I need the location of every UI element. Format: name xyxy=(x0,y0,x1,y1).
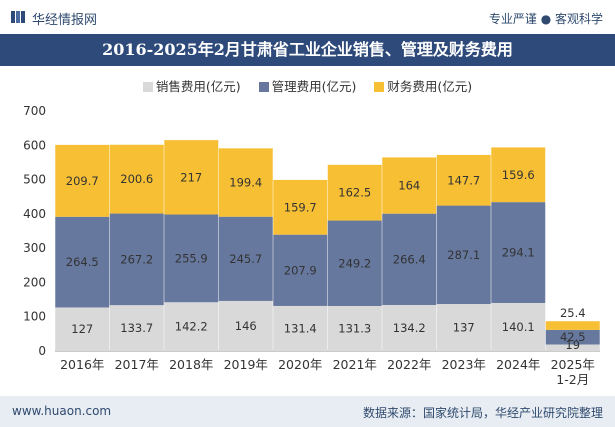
bar-0-7 xyxy=(436,304,491,351)
data-label-0-4: 131.4 xyxy=(284,321,317,335)
legend-label-admin: 管理费用(亿元) xyxy=(271,79,357,94)
legend-item-sales: 销售费用(亿元) xyxy=(142,76,241,95)
bar-0-4 xyxy=(273,305,328,351)
x-tick-label-2: 2018年 xyxy=(169,357,213,372)
data-label-1-6: 266.4 xyxy=(393,252,426,266)
bar-0-1 xyxy=(109,305,164,351)
data-label-2-0: 209.7 xyxy=(66,174,99,188)
bar-0-9 xyxy=(545,344,600,351)
data-label-1-5: 249.2 xyxy=(338,256,371,270)
data-label-2-8: 159.6 xyxy=(502,168,535,182)
data-label-1-8: 294.1 xyxy=(502,246,535,260)
chart-title: 2016-2025年2月甘肃省工业企业销售、管理及财务费用 xyxy=(0,34,615,66)
y-tick-label-4: 400 xyxy=(23,207,46,221)
data-label-1-3: 245.7 xyxy=(229,252,262,266)
legend-label-finance: 财务费用(亿元) xyxy=(387,79,473,94)
bar-2-7 xyxy=(436,154,491,206)
data-label-1-7: 287.1 xyxy=(447,248,480,262)
bar-1-8 xyxy=(491,202,546,303)
bar-0-5 xyxy=(327,305,382,351)
x-tick-label-8: 2024年 xyxy=(496,357,540,372)
chart-legend: 销售费用(亿元) 管理费用(亿元) 财务费用(亿元) xyxy=(0,76,615,95)
brand-logo-icon xyxy=(11,11,25,23)
legend-item-finance: 财务费用(亿元) xyxy=(374,76,472,95)
footer: www.huaon.com 数据来源：国家统计局，华经产业研究院整理 xyxy=(0,396,615,427)
y-tick-label-5: 500 xyxy=(23,173,46,187)
data-label-0-5: 131.3 xyxy=(338,321,371,335)
bar-0-8 xyxy=(491,302,546,351)
legend-item-admin: 管理费用(亿元) xyxy=(258,76,357,95)
footer-website: www.huaon.com xyxy=(12,404,112,418)
bar-2-5 xyxy=(327,164,382,221)
footer-source: 数据来源：国家统计局，华经产业研究院整理 xyxy=(362,406,603,420)
bar-1-1 xyxy=(109,213,164,306)
data-label-0-2: 142.2 xyxy=(175,320,208,334)
bar-2-0 xyxy=(55,144,110,217)
y-tick-label-2: 200 xyxy=(23,275,46,289)
bar-1-0 xyxy=(55,216,110,308)
data-label-2-7: 147.7 xyxy=(447,173,480,187)
x-tick-label-6: 2022年 xyxy=(387,357,431,372)
y-tick-label-7: 700 xyxy=(23,104,46,118)
bar-1-7 xyxy=(436,205,491,305)
x-tick-label-9-line2: 1-2月 xyxy=(556,372,589,387)
data-label-2-9: 25.4 xyxy=(560,306,586,320)
legend-swatch-finance xyxy=(374,82,385,92)
x-tick-label-3: 2019年 xyxy=(224,357,268,372)
bar-2-1 xyxy=(109,144,164,214)
data-label-2-1: 200.6 xyxy=(120,172,153,186)
bar-1-2 xyxy=(164,214,219,303)
brand-slogan: 专业严谨 ● 客观科学 xyxy=(488,12,603,26)
data-label-2-6: 164 xyxy=(398,179,420,193)
data-label-0-8: 140.1 xyxy=(502,320,535,334)
y-tick-label-1: 100 xyxy=(23,310,46,324)
bar-1-5 xyxy=(327,220,382,306)
bar-1-3 xyxy=(218,216,273,301)
legend-label-sales: 销售费用(亿元) xyxy=(155,79,241,94)
data-label-2-2: 217 xyxy=(180,170,202,184)
y-tick-label-6: 600 xyxy=(23,138,46,152)
y-tick-label-0: 0 xyxy=(38,344,46,358)
data-label-1-0: 264.5 xyxy=(66,255,99,269)
x-tick-label-4: 2020年 xyxy=(278,357,322,372)
data-label-1-1: 267.2 xyxy=(120,252,153,266)
x-tick-label-7: 2023年 xyxy=(442,357,486,372)
x-tick-label-0: 2016年 xyxy=(60,357,104,372)
bar-2-8 xyxy=(491,147,546,203)
data-label-1-9: 42.5 xyxy=(560,330,586,344)
data-label-0-1: 133.7 xyxy=(120,321,153,335)
data-label-2-3: 199.4 xyxy=(229,176,262,190)
legend-swatch-sales xyxy=(142,82,153,92)
data-label-0-0: 127 xyxy=(71,322,93,336)
y-tick-label-3: 300 xyxy=(23,241,46,255)
data-label-0-6: 134.2 xyxy=(393,321,426,335)
bar-1-9 xyxy=(545,329,600,345)
bar-0-3 xyxy=(218,300,273,351)
brand-name: 华经情报网 xyxy=(32,13,98,28)
data-label-1-4: 207.9 xyxy=(284,263,317,277)
bar-0-6 xyxy=(382,304,437,351)
bar-1-4 xyxy=(273,234,328,306)
data-label-0-3: 146 xyxy=(235,319,257,333)
legend-swatch-admin xyxy=(258,82,269,92)
bar-2-6 xyxy=(382,157,437,214)
data-label-1-2: 255.9 xyxy=(175,251,208,265)
bar-1-6 xyxy=(382,213,437,305)
x-tick-label-5: 2021年 xyxy=(333,357,377,372)
data-label-0-7: 137 xyxy=(453,321,475,335)
x-tick-label-1: 2017年 xyxy=(115,357,159,372)
bar-0-0 xyxy=(55,307,110,351)
bar-2-4 xyxy=(273,179,328,235)
data-label-2-4: 159.7 xyxy=(284,200,317,214)
top-bar: 华经情报网 专业严谨 ● 客观科学 xyxy=(0,0,615,34)
bar-0-2 xyxy=(164,302,219,351)
data-label-2-5: 162.5 xyxy=(338,186,371,200)
data-label-0-9: 19 xyxy=(565,338,580,352)
bar-2-2 xyxy=(164,140,219,215)
x-tick-label-9: 2025年 xyxy=(551,357,595,372)
bar-2-9 xyxy=(545,321,600,330)
bar-2-3 xyxy=(218,148,273,217)
